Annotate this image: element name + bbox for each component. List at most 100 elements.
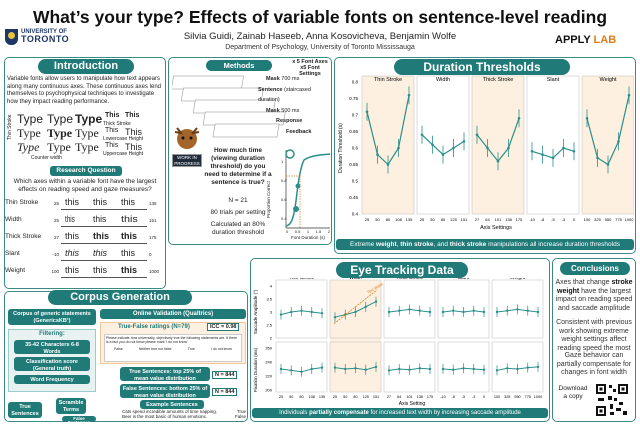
axis-sample-word: this — [121, 231, 138, 241]
panel-title: Thick Stroke — [396, 278, 424, 281]
department: Department of Psychology, University of … — [225, 44, 415, 51]
x-tick-label: 550 — [605, 217, 612, 222]
panel-frame — [383, 341, 436, 393]
x-tick-label: -5 — [462, 395, 465, 399]
panel-frame — [491, 279, 544, 339]
scramble-box: Scramble Terms — [56, 398, 86, 414]
false-sentences-box: False Sentences — [62, 416, 96, 425]
x-tick-label: 775 — [615, 217, 622, 222]
axis-sample-word: this — [65, 248, 80, 258]
x-tick-label: 25 — [333, 395, 337, 399]
y-tick-label: 4 — [270, 284, 273, 289]
eye-tracking-caption: Individuals partially compensate for inc… — [252, 408, 548, 418]
x-tick-label: 25 — [365, 217, 370, 222]
fixation-ylabel: Fixation Duration (ms) — [253, 347, 258, 392]
axis-sample-word: this — [65, 265, 80, 275]
axes-row: Thick Stroke 27 175 this this this — [5, 230, 165, 246]
panel-frame — [275, 341, 328, 393]
series-line — [334, 301, 377, 318]
x-tick-label: 64 — [397, 395, 401, 399]
axis-max: 0 — [149, 252, 152, 257]
x-tick-label: 108 — [309, 395, 315, 399]
x-tick-label: -8 — [452, 395, 455, 399]
x-tick-label: 50 — [430, 217, 435, 222]
filter-frequency: Word Frequency — [14, 375, 90, 384]
panel-highlight — [472, 76, 524, 214]
axis-min: -10 — [52, 252, 59, 257]
example-sentences: Cats spend incredible amounts of time na… — [122, 409, 246, 419]
x-tick-label: 0 — [483, 395, 485, 399]
panel-frame — [437, 341, 490, 393]
y-tick-label: 2 — [270, 336, 273, 341]
example-row: Cats spend incredible amounts of time na… — [122, 409, 246, 414]
university-line2: TORONTO — [21, 34, 70, 44]
axis-max: 135 — [149, 201, 157, 206]
step-mask-2: Mask 500 ms — [266, 107, 300, 114]
lowercase-height-label: Lowercase Height — [103, 136, 144, 142]
x-tick-label: 175 — [427, 395, 433, 399]
data-point — [333, 366, 337, 369]
panel-frame — [526, 75, 580, 215]
x-tick-label: -10 — [529, 217, 536, 222]
y-tick-label: 0.5 — [352, 179, 359, 184]
font-anatomy-figure: Thin Stroke Type Type Type Type Type Typ… — [7, 112, 144, 161]
axes-row: Slant -10 0 this this this — [5, 247, 165, 263]
x-tick-label: 325 — [594, 217, 601, 222]
axis-label: Width — [5, 216, 22, 223]
psychometric-plot — [285, 149, 331, 229]
n-false: N = 844 — [212, 388, 238, 396]
eye-xlabel: Axis Setting — [399, 401, 426, 407]
settings-note: x5 Font Settings — [299, 65, 321, 77]
x-tick-label: -5 — [551, 217, 555, 222]
panel-highlight — [330, 280, 381, 392]
axis-sample-word: this — [93, 197, 108, 207]
authors: Silvia Guidi, Zainab Haseeb, Anna Kosovi… — [183, 31, 457, 42]
x-tick-label: 108 — [395, 217, 402, 222]
x-tick-label: 27 — [387, 395, 391, 399]
x-tick-label: -10 — [440, 395, 446, 399]
series-line — [496, 366, 539, 371]
x-tick-label: 175 — [516, 217, 523, 222]
axis-min: 25 — [53, 218, 59, 223]
x-tick-label: 25 — [420, 217, 425, 222]
x-tick-label: 0 — [573, 217, 576, 222]
x-tick-label: 101 — [495, 217, 502, 222]
panel-title: Slant — [547, 77, 560, 83]
x-tick-label: 138 — [417, 395, 423, 399]
introduction-heading: Introduction — [38, 59, 134, 74]
panel-frame — [329, 341, 382, 393]
eye-tracking-heading: Eye Tracking Data — [336, 262, 468, 278]
x-tick-label: 550 — [514, 395, 520, 399]
filtering-label: Filtering: — [39, 331, 65, 337]
step-sentence: Sentence (staircased duration) — [258, 86, 311, 104]
axis-label: Thin Stroke — [5, 199, 39, 206]
x-tick-label: 27 — [475, 217, 480, 222]
examples-heading: Example Sentences — [140, 400, 204, 409]
axis-slider-line — [61, 226, 147, 227]
axis-sample-word: this — [65, 197, 80, 207]
counter-width-label: Counter width — [31, 155, 62, 161]
x-tick-label: -3 — [562, 217, 566, 222]
series-line — [366, 95, 410, 166]
series-line — [442, 310, 485, 313]
y-tick-label: 200 — [265, 388, 272, 393]
x-tick-label: -8 — [541, 217, 545, 222]
axis-sample-word: this — [65, 214, 75, 224]
y-tick-label: 3 — [270, 310, 273, 315]
survey-screenshot: Please indicate how universally, objecti… — [104, 334, 242, 362]
axes-note: x 5 Font Axes — [292, 59, 328, 65]
x-tick-label: 100 — [584, 217, 591, 222]
duration-chart: Duration Threshold (s) 0.8 0.75 0.7 0.65 0.6 0… — [338, 75, 634, 231]
axis-label: Slant — [5, 250, 20, 257]
x-tick-label: 775 — [525, 395, 531, 399]
qr-code-icon[interactable] — [594, 382, 630, 418]
x-tick-label: 1000 — [534, 395, 542, 399]
panel-title: Width — [349, 278, 362, 281]
download-label: Download a copy — [558, 385, 588, 400]
axis-min: 100 — [51, 269, 59, 274]
data-point — [320, 312, 324, 315]
series-line — [586, 95, 630, 166]
series-line — [531, 147, 575, 159]
series-line — [421, 134, 465, 156]
eye-tracking-panel — [250, 258, 550, 422]
